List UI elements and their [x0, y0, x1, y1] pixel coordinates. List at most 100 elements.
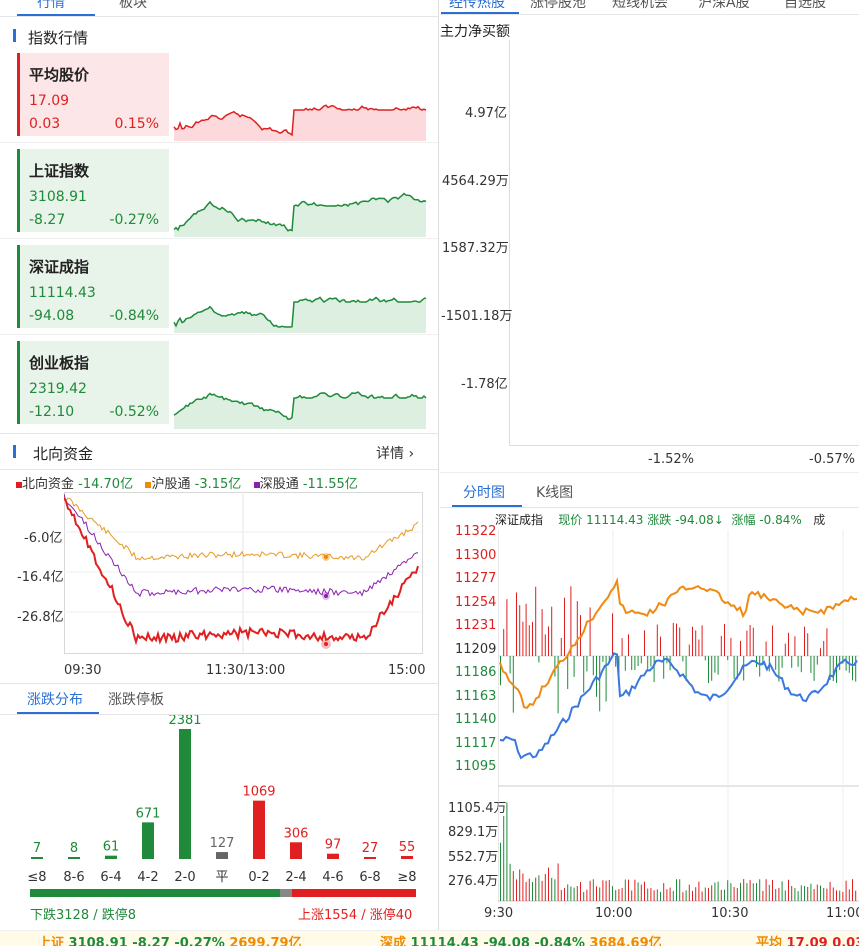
bubble-stock[interactable]: [620, 373, 664, 417]
distribution-category: 8-6: [63, 870, 84, 885]
index-pct: -0.27%: [109, 212, 159, 228]
sparkline-cyb: [173, 391, 427, 429]
panel-divider: [438, 0, 439, 930]
distribution-bar: [105, 855, 117, 859]
ticker-sz[interactable]: 深成 11114.43 -94.08 -0.84% 3684.69亿: [380, 936, 662, 946]
index-card-sh[interactable]: 上证指数 3108.91 -8.27 -0.27%: [17, 149, 169, 232]
tab-short-term[interactable]: 短线机会: [612, 0, 668, 11]
intraday-y-tick: 11277: [455, 571, 497, 586]
divider: [0, 16, 438, 17]
index-price: 3108.91: [29, 189, 87, 205]
intraday-y-tick: 11140: [455, 712, 497, 727]
north-title: 北向资金: [33, 445, 94, 463]
index-pct: 0.15%: [114, 116, 159, 132]
index-change: -8.27: [29, 212, 66, 228]
index-change: 0.03: [29, 116, 61, 132]
down-count-label: 下跌3128 / 跌停8: [30, 908, 136, 923]
tab-limit-up-pool[interactable]: 涨停股池: [530, 0, 586, 11]
distribution-category: 4-6: [322, 870, 343, 885]
tab-hot-stocks[interactable]: 经传热股: [449, 0, 505, 11]
section-marker: [13, 29, 16, 42]
tab-distribution[interactable]: 涨跌分布: [27, 692, 83, 708]
bubble-stock[interactable]: 昭衍新药: [638, 144, 666, 178]
volume-tick: 1105.4万: [448, 801, 507, 816]
bubble-chart-title: 主力净买额: [440, 24, 510, 40]
distribution-bar: [216, 852, 228, 859]
ticker-sh[interactable]: 上证 3108.91 -8.27 -0.27% 2699.79亿: [38, 936, 302, 946]
bubble-stock[interactable]: 中国东航: [669, 303, 725, 319]
bubble-stock[interactable]: 迈瑞医疗: [723, 162, 779, 178]
bubble-x-tick: -0.57%: [809, 452, 855, 467]
intraday-y-tick: 11209: [455, 641, 497, 657]
bubble-y-tick: 4564.29万: [442, 174, 509, 189]
distribution-value: 27: [362, 841, 379, 856]
north-x-tick: 11:30/13:00: [206, 663, 286, 678]
up-ratio-bar: [292, 889, 416, 897]
bubble-stock[interactable]: 传艺科技: [539, 392, 595, 408]
intraday-y-tick: 11117: [455, 735, 497, 751]
tab-watchlist[interactable]: 自选股: [784, 0, 826, 11]
distribution-category: 平: [215, 870, 228, 885]
intraday-chart: [498, 530, 859, 902]
section-marker: [13, 445, 16, 458]
tab-underline: [17, 712, 99, 714]
index-price: 17.09: [29, 93, 70, 109]
distribution-bar: [327, 853, 339, 859]
ticker-bar: [0, 930, 859, 946]
divider: [440, 14, 859, 15]
volume-tick: 829.1万: [448, 825, 499, 840]
chevron-right-icon: ›: [408, 446, 415, 462]
north-detail-link[interactable]: 详情 ›: [376, 446, 415, 462]
tab-sector[interactable]: 板块: [119, 0, 147, 11]
distribution-bar: [364, 857, 376, 859]
index-price: 2319.42: [29, 381, 87, 397]
bubble-stock[interactable]: 上汽集团: [778, 287, 834, 303]
sparkline-sz: [173, 296, 427, 333]
distribution-value: 2381: [168, 715, 201, 728]
tab-a-shares[interactable]: 沪深A股: [698, 0, 750, 11]
tab-kline[interactable]: K线图: [536, 485, 574, 501]
distribution-value: 306: [284, 826, 309, 841]
distribution-bar: [253, 800, 265, 859]
distribution-bar: [68, 857, 80, 859]
intraday-y-tick: 11254: [455, 594, 497, 610]
distribution-category: 6-4: [100, 870, 121, 885]
sparkline-avg: [173, 104, 427, 141]
distribution-chart: 7 ≤8 8 8-6 61 6-4 671 4-2 2381 2-0 127 平 1069 0-2 306 2…: [27, 715, 417, 897]
flat-ratio-bar: [280, 889, 292, 897]
intraday-x-tick: 9:30: [484, 906, 514, 921]
distribution-category: 2-4: [285, 870, 306, 885]
distribution-value: 127: [210, 836, 235, 851]
index-section-title: 指数行情: [28, 29, 89, 47]
intraday-y-tick: 11300: [455, 547, 497, 563]
bubble-stock[interactable]: 山鹰国际: [627, 319, 683, 335]
index-name: 上证指数: [29, 162, 90, 180]
tab-limit-board[interactable]: 涨跌停板: [108, 692, 164, 708]
intraday-y-tick: 11231: [455, 618, 497, 633]
bubble-y-tick: -1501.18万: [441, 309, 513, 324]
tab-underline: [17, 14, 95, 16]
north-chart: [64, 492, 424, 654]
index-name: 深证成指: [29, 258, 90, 276]
volume-tick: 276.4万: [448, 874, 499, 889]
distribution-value: 1069: [242, 785, 275, 800]
distribution-value: 8: [70, 841, 78, 856]
index-card-avg[interactable]: 平均股价 17.09 0.03 0.15%: [17, 53, 169, 136]
bubble-stock[interactable]: 比亚: [834, 353, 859, 369]
tab-underline-right: [441, 12, 519, 14]
index-card-cyb[interactable]: 创业板指 2319.42 -12.10 -0.52%: [17, 341, 169, 424]
index-card-sz[interactable]: 深证成指 11114.43 -94.08 -0.84%: [17, 245, 169, 328]
tab-intraday[interactable]: 分时图: [463, 485, 505, 501]
distribution-category: 0-2: [248, 870, 269, 885]
north-legend: 北向资金 -14.70亿 沪股通 -3.15亿 深股通 -11.55亿: [16, 473, 358, 492]
bubble-stock[interactable]: 宁德时代: [708, 361, 764, 377]
bubble-stock[interactable]: 楚天龙: [546, 358, 588, 374]
index-change: -12.10: [29, 404, 75, 420]
distribution-value: 671: [136, 806, 161, 821]
distribution-bar: [401, 855, 413, 859]
ticker-avg[interactable]: 平均 17.09 0.03: [756, 936, 859, 946]
tab-market[interactable]: 行情: [37, 0, 65, 11]
distribution-category: 4-2: [137, 870, 158, 885]
intraday-header: 深证成指 现价 11114.43 涨跌 -94.08↓ 涨幅 -0.84% 成: [495, 513, 826, 527]
